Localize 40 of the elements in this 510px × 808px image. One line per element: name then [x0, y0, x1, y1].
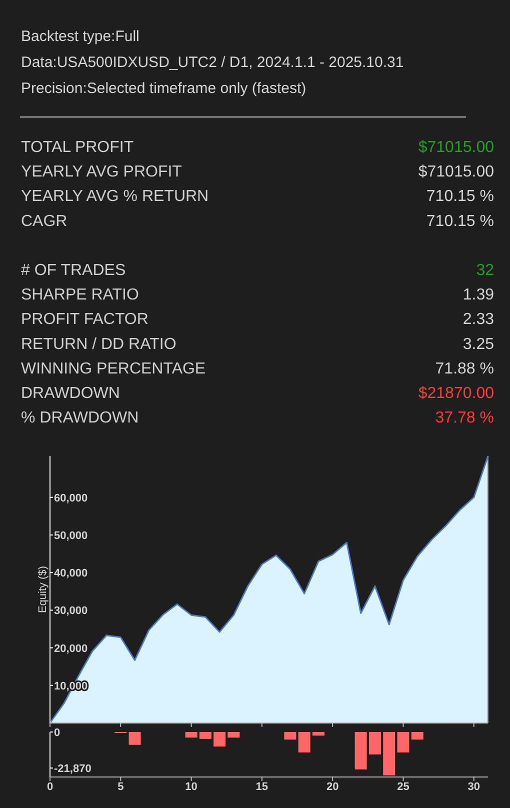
y-tick-label: 60,000: [54, 492, 88, 504]
category-label: PROFIT FACTOR: [21, 311, 148, 328]
x-tick-label: 0: [46, 781, 54, 793]
category-label: CAGR: [21, 212, 68, 230]
category-label: YEARLY AVG % RETURN: [21, 188, 209, 206]
category-label: WINNING PERCENTAGE: [21, 360, 206, 378]
y-tick-label: 40,000: [54, 568, 88, 580]
x-tick-label: 20: [326, 781, 339, 793]
x-tick-label: 5: [118, 781, 124, 793]
category-label: # OF TRADES: [21, 262, 126, 279]
text: 71.88 %: [435, 360, 494, 378]
y-tick-label: 20,000: [54, 642, 88, 655]
text: 32: [476, 262, 494, 279]
text: 2.33: [462, 311, 494, 328]
text: Data:USA500IDXUSD_UTC2 / D1, 2024.1.1 - 2025.10.31: [21, 54, 404, 71]
x-tick-label: 10: [185, 781, 198, 793]
text: 37.78 %: [435, 410, 494, 427]
text: 3.25: [462, 336, 494, 353]
category-label: DRAWDOWN: [21, 385, 120, 402]
text: $71015.00: [418, 164, 494, 181]
text: $21870.00: [418, 385, 494, 402]
category-label: RETURN / DD RATIO: [21, 336, 176, 353]
text: Precision:Selected timeframe only (fastest): [21, 80, 306, 97]
category-label: SHARPE RATIO: [21, 286, 139, 304]
text: $71015.00: [418, 139, 494, 156]
text: 710.15 %: [426, 212, 494, 230]
y-tick-label: 30,000: [54, 605, 88, 618]
x-tick-label: 15: [256, 781, 268, 793]
category-label: % DRAWDOWN: [21, 410, 139, 427]
y-tick-label: -21,870: [54, 763, 92, 776]
x-tick-label: 30: [468, 781, 480, 793]
category-label: TOTAL PROFIT: [21, 139, 134, 156]
text: Backtest type:Full: [21, 28, 140, 45]
y-tick-label: 50,000: [54, 530, 88, 542]
y-tick-label: 0: [54, 727, 60, 739]
y-axis-title: Equity ($): [37, 566, 49, 614]
category-label: YEARLY AVG PROFIT: [21, 164, 182, 181]
text: 1.39: [462, 286, 494, 304]
text: 710.15 %: [426, 188, 494, 206]
x-tick-label: 25: [397, 781, 410, 793]
